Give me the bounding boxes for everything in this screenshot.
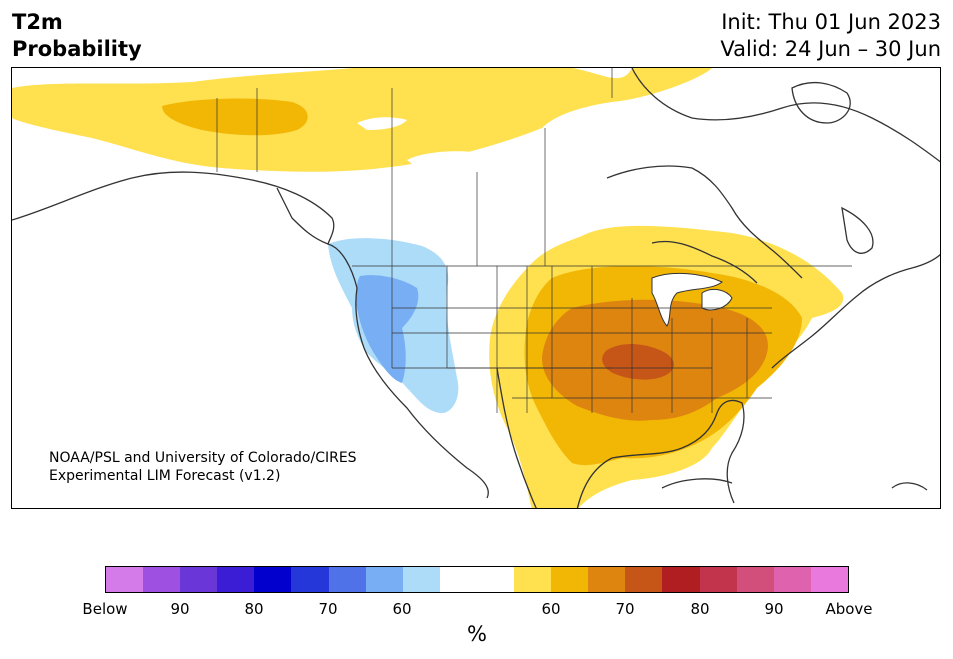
probability-map [12,68,940,508]
coastlines [12,68,940,508]
colorbar-swatch [402,567,440,592]
colorbar-tick-label: 70 [615,600,635,618]
colorbar-tick-label: 60 [541,600,561,618]
credit-line-1: NOAA/PSL and University of Colorado/CIRE… [49,450,357,466]
map-panel [11,67,941,509]
colorbar-swatch [180,567,218,592]
colorbar-swatch [662,567,700,592]
colorbar-tick-label: Above [825,600,873,618]
colorbar-tick-label: 60 [392,600,412,618]
colorbar-swatch [365,567,403,592]
credit-text: NOAA/PSL and University of Colorado/CIRE… [49,449,357,485]
colorbar-swatch [514,567,552,592]
canada-above-normal-region [12,68,712,172]
east-above-80-region [602,343,674,380]
colorbar-tick-label: Below [82,600,128,618]
colorbar-swatch [254,567,292,592]
valid-date: Valid: 24 Jun – 30 Jun [720,37,941,61]
colorbar-swatch [328,567,366,592]
political-borders [216,68,852,413]
colorbar-tick-label: 70 [318,600,338,618]
colorbar-swatch [736,567,774,592]
colorbar-tick-label: 80 [244,600,264,618]
colorbar-swatch [699,567,737,592]
colorbar-swatch [106,567,144,592]
colorbar-tick-label: 90 [170,600,190,618]
init-date: Init: Thu 01 Jun 2023 [721,10,941,34]
canada-above-60-region [162,98,308,136]
variable-label: T2m [12,10,63,34]
colorbar-swatch [625,567,663,592]
colorbar-swatch [143,567,181,592]
colorbar-swatch [439,567,477,592]
date-info: Init: Thu 01 Jun 2023 Valid: 24 Jun – 30… [720,9,941,63]
colorbar [105,566,849,593]
colorbar-swatch [476,567,515,592]
map-title: T2m Probability [12,9,142,63]
colorbar-tick-label: 90 [764,600,784,618]
colorbar-swatch [810,567,848,592]
colorbar-tick-label: 80 [690,600,710,618]
colorbar-unit: % [467,622,487,646]
colorbar-swatch [217,567,255,592]
west-below-60-region [356,275,419,383]
great-lakes [651,272,733,327]
colorbar-swatch [773,567,811,592]
colorbar-swatch [551,567,589,592]
colorbar-swatch [291,567,329,592]
colorbar-swatch [588,567,626,592]
quantity-label: Probability [12,37,142,61]
credit-line-2: Experimental LIM Forecast (v1.2) [49,468,281,484]
